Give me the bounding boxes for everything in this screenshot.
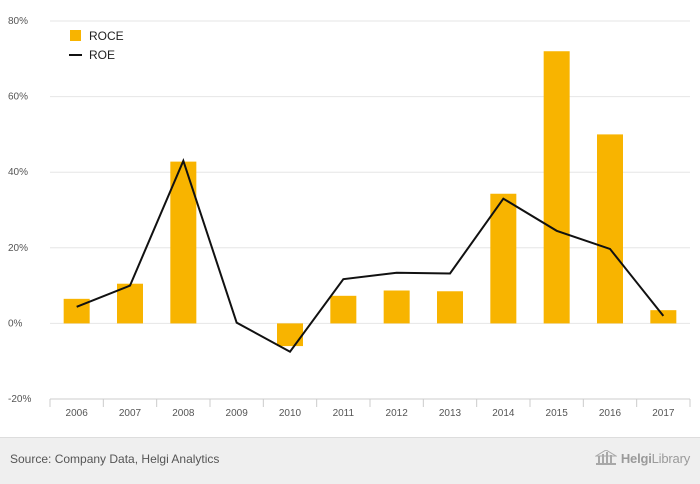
roe-line: [76, 158, 665, 354]
x-tick-label: 2010: [279, 408, 302, 419]
roce-bar: [277, 323, 303, 347]
x-tick-label: 2017: [652, 408, 675, 419]
brand-prefix: Helgi: [620, 450, 652, 466]
roce-bar: [490, 193, 517, 324]
source-text: Source: Company Data, Helgi Analytics: [10, 452, 220, 466]
x-tick-label: 2008: [172, 408, 195, 419]
legend-label-roe: ROE: [89, 48, 115, 62]
roce-bar: [117, 283, 143, 324]
x-tick-label: 2013: [439, 408, 462, 419]
roce-bar: [597, 134, 623, 324]
y-tick-label: 60%: [8, 92, 28, 103]
roce-bar: [437, 291, 463, 324]
brand-name: HelgiLibrary: [621, 451, 690, 466]
y-tick-label: -20%: [8, 394, 31, 405]
x-tick-label: 2009: [226, 408, 249, 419]
legend: ROCE ROE: [69, 29, 124, 62]
x-axis: 2006 2007 2008 2009 2010 2011 2012 2013 2014 2015…: [49, 398, 691, 419]
x-tick-label: 2011: [333, 408, 355, 419]
roce-bars: [63, 51, 677, 347]
brand-suffix: Library: [651, 450, 691, 466]
y-tick-label: 80%: [8, 16, 28, 27]
roce-bar: [543, 51, 570, 324]
x-tick-label: 2012: [386, 408, 409, 419]
legend-swatch-roce: [70, 30, 81, 41]
x-tick-label: 2014: [492, 408, 515, 419]
roce-bar: [650, 310, 677, 324]
y-axis-ticks: -20% 0% 20% 40% 60% 80%: [8, 16, 31, 405]
x-tick-label: 2006: [66, 408, 89, 419]
roe-line-group: [76, 158, 665, 354]
library-building-icon: [594, 450, 617, 465]
grid-lines: [50, 20, 690, 400]
legend-label-roce: ROCE: [89, 29, 124, 43]
x-tick-label: 2007: [119, 408, 142, 419]
helgi-library-logo: HelgiLibrary: [594, 450, 690, 466]
y-tick-label: 40%: [8, 167, 28, 178]
y-tick-label: 20%: [8, 243, 28, 254]
x-tick-label: 2016: [599, 408, 622, 419]
chart-area: -20%0%20%40%60%80% 2006 2007 2008 2009 2010 2…: [8, 16, 691, 419]
roce-bar: [383, 290, 410, 324]
roce-bar: [330, 295, 357, 324]
x-tick-label: 2015: [546, 408, 569, 419]
y-tick-label: 0%: [8, 318, 23, 329]
footer: Source: Company Data, Helgi Analytics He…: [0, 437, 700, 484]
